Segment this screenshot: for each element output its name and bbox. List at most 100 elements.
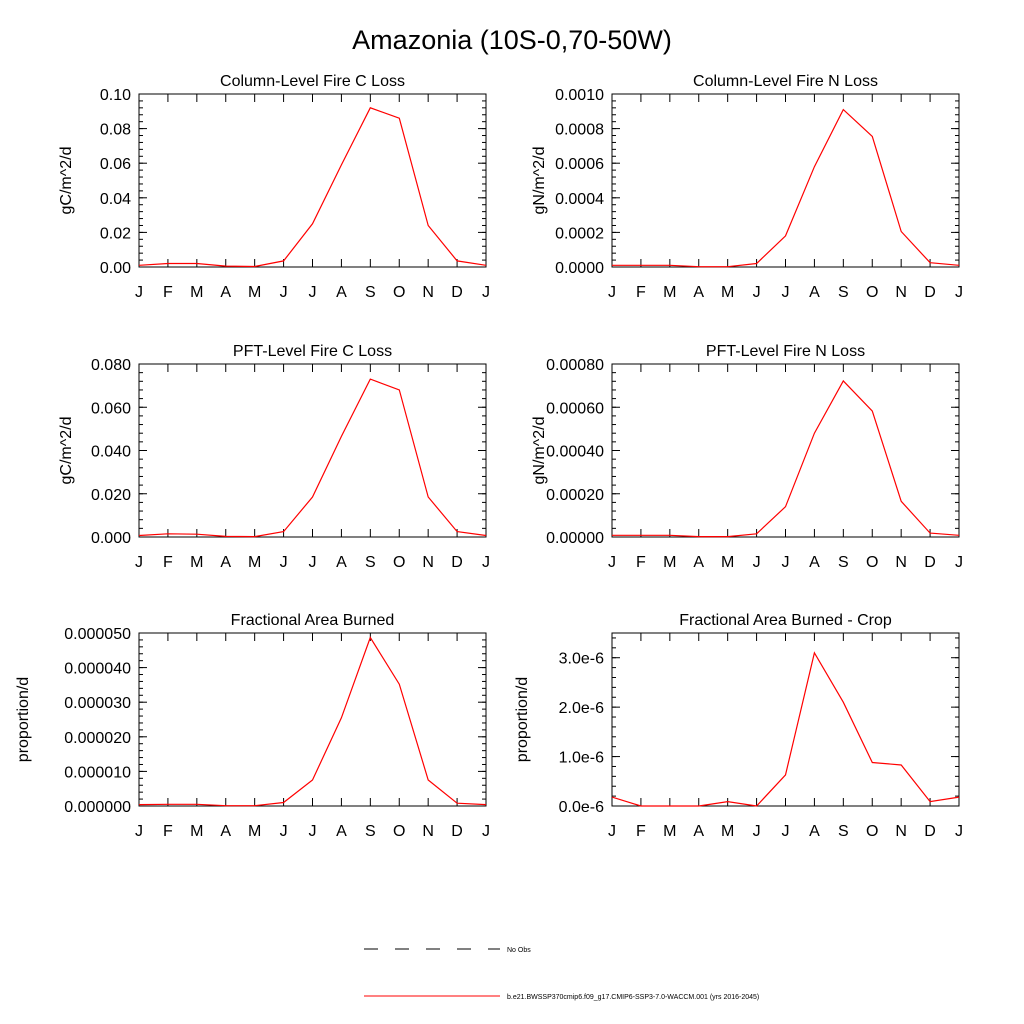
y-tick-label: 0.10 bbox=[100, 87, 131, 104]
x-tick-label: A bbox=[809, 554, 820, 571]
x-tick-label: M bbox=[663, 284, 676, 301]
y-tick-label: 3.0e-6 bbox=[559, 651, 604, 668]
x-tick-label: J bbox=[135, 823, 143, 840]
y-axis-label: proportion/d bbox=[514, 677, 531, 762]
x-tick-label: F bbox=[636, 554, 646, 571]
x-tick-label: N bbox=[422, 284, 434, 301]
y-tick-label: 0.060 bbox=[91, 400, 131, 417]
x-tick-label: J bbox=[782, 554, 790, 571]
x-tick-label: O bbox=[866, 284, 878, 301]
legend-label-model: b.e21.BWSSP370cmip6.f09_g17.CMIP6-SSP3-7… bbox=[507, 994, 759, 1001]
y-tick-label: 0.000030 bbox=[64, 695, 131, 712]
x-tick-label: M bbox=[190, 823, 203, 840]
x-tick-label: S bbox=[365, 823, 376, 840]
x-tick-label: S bbox=[365, 284, 376, 301]
panel-title: PFT-Level Fire N Loss bbox=[706, 343, 865, 360]
x-tick-label: A bbox=[220, 554, 231, 571]
x-tick-label: A bbox=[336, 554, 347, 571]
x-tick-label: J bbox=[608, 284, 616, 301]
series-line bbox=[612, 379, 960, 538]
y-tick-label: 0.0008 bbox=[555, 122, 604, 139]
panel-title: Column-Level Fire C Loss bbox=[220, 73, 405, 90]
y-tick-label: 0.00040 bbox=[546, 444, 604, 461]
panel-title: PFT-Level Fire C Loss bbox=[233, 343, 392, 360]
x-tick-label: A bbox=[336, 823, 347, 840]
y-tick-label: 0.00 bbox=[100, 260, 131, 277]
series-line bbox=[138, 107, 487, 268]
x-tick-label: M bbox=[248, 554, 261, 571]
x-tick-label: F bbox=[163, 554, 173, 571]
panel-title: Column-Level Fire N Loss bbox=[693, 73, 878, 90]
x-tick-label: J bbox=[482, 823, 490, 840]
y-tick-label: 0.040 bbox=[91, 444, 131, 461]
x-tick-label: N bbox=[895, 823, 907, 840]
y-tick-label: 0.0000 bbox=[555, 260, 604, 277]
plot-frame bbox=[138, 93, 487, 268]
x-tick-label: J bbox=[309, 284, 317, 301]
y-tick-label: 0.06 bbox=[100, 156, 131, 173]
x-tick-label: F bbox=[636, 284, 646, 301]
x-tick-label: J bbox=[753, 554, 761, 571]
x-tick-label: J bbox=[608, 823, 616, 840]
x-tick-label: M bbox=[721, 284, 734, 301]
y-tick-label: 0.00000 bbox=[546, 530, 604, 547]
plot-frame bbox=[138, 363, 487, 538]
y-axis-label: proportion/d bbox=[15, 677, 32, 762]
legend: No Obs b.e21.BWSSP370cmip6.f09_g17.CMIP6… bbox=[364, 947, 759, 1001]
x-tick-label: A bbox=[336, 284, 347, 301]
panel-title: Fractional Area Burned bbox=[231, 612, 395, 629]
chart-panel: Fractional Area Burned - Crop proportion/… bbox=[514, 612, 963, 840]
y-axis-label: gN/m^2/d bbox=[531, 417, 548, 485]
x-tick-label: M bbox=[248, 284, 261, 301]
x-tick-label: A bbox=[220, 284, 231, 301]
x-tick-label: M bbox=[248, 823, 261, 840]
plot-frame bbox=[611, 363, 960, 538]
series-line bbox=[612, 108, 960, 268]
x-tick-label: J bbox=[782, 823, 790, 840]
y-tick-label: 0.080 bbox=[91, 357, 131, 374]
legend-label-no-obs: No Obs bbox=[507, 947, 531, 954]
y-tick-label: 0.00060 bbox=[546, 400, 604, 417]
x-tick-label: A bbox=[220, 823, 231, 840]
x-tick-label: M bbox=[190, 284, 203, 301]
x-tick-label: D bbox=[451, 554, 463, 571]
x-tick-label: M bbox=[663, 554, 676, 571]
y-tick-label: 0.0006 bbox=[555, 156, 604, 173]
x-tick-label: J bbox=[280, 823, 288, 840]
x-tick-label: J bbox=[782, 284, 790, 301]
x-tick-label: M bbox=[721, 554, 734, 571]
series-line bbox=[138, 636, 487, 807]
y-tick-label: 0.0004 bbox=[555, 191, 604, 208]
y-tick-label: 0.000020 bbox=[64, 730, 131, 747]
x-tick-label: J bbox=[309, 554, 317, 571]
panel-title: Fractional Area Burned - Crop bbox=[679, 612, 892, 629]
y-tick-label: 0.000010 bbox=[64, 764, 131, 781]
x-tick-label: J bbox=[955, 823, 963, 840]
y-tick-label: 0.08 bbox=[100, 122, 131, 139]
x-tick-label: D bbox=[924, 284, 936, 301]
y-tick-label: 0.00020 bbox=[546, 487, 604, 504]
plot-frame bbox=[611, 632, 960, 807]
x-tick-label: A bbox=[809, 284, 820, 301]
x-tick-label: J bbox=[753, 284, 761, 301]
x-tick-label: J bbox=[280, 284, 288, 301]
y-tick-label: 2.0e-6 bbox=[559, 700, 604, 717]
x-tick-label: N bbox=[422, 823, 434, 840]
x-tick-label: J bbox=[482, 284, 490, 301]
x-tick-label: J bbox=[280, 554, 288, 571]
x-tick-label: O bbox=[393, 554, 405, 571]
x-tick-label: A bbox=[693, 284, 704, 301]
y-tick-label: 0.0002 bbox=[555, 225, 604, 242]
x-tick-label: D bbox=[924, 823, 936, 840]
x-tick-label: M bbox=[721, 823, 734, 840]
x-tick-label: J bbox=[135, 284, 143, 301]
x-tick-label: A bbox=[693, 823, 704, 840]
y-tick-label: 0.0010 bbox=[555, 87, 604, 104]
x-tick-label: M bbox=[190, 554, 203, 571]
series-line bbox=[138, 378, 487, 538]
